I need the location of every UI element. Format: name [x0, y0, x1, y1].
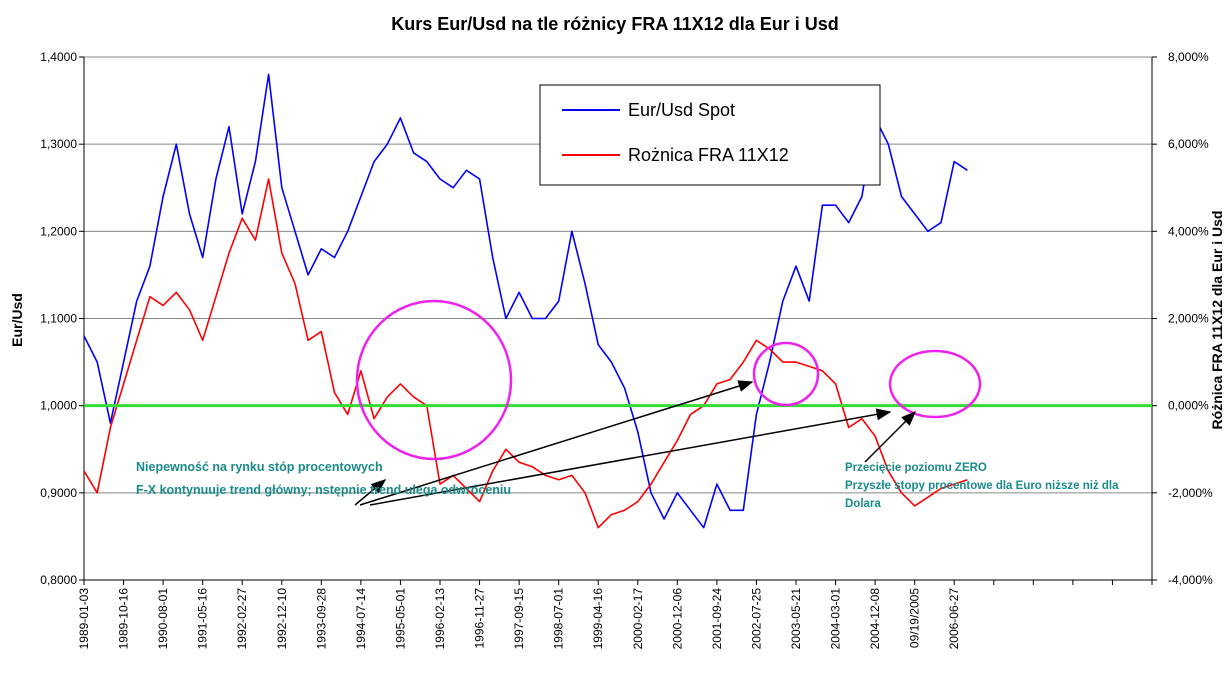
x-tick-label: 1993-09-28: [314, 588, 328, 650]
y2-tick-label: -4,000%: [1168, 573, 1213, 587]
y2-tick-label: -2,000%: [1168, 486, 1213, 500]
arrow: [864, 410, 917, 463]
legend-box: [539, 84, 881, 186]
series-line: [83, 178, 968, 529]
legend-label: Eur/Usd Spot: [628, 100, 735, 120]
x-tick-label: 1996-02-13: [433, 588, 447, 650]
highlight-circles: [355, 299, 982, 461]
x-tick-label: 1994-07-14: [354, 588, 368, 650]
series-line: [83, 73, 968, 529]
x-tick-label: 1998-07-01: [552, 588, 566, 650]
arrow: [369, 408, 892, 506]
x-tick-label: 1992-02-27: [235, 588, 249, 650]
y2-tick-label: 6,000%: [1168, 137, 1209, 151]
x-tick-label: 1995-05-01: [393, 588, 407, 650]
x-tick-label: 1990-08-01: [156, 588, 170, 650]
chart-title: Kurs Eur/Usd na tle różnicy FRA 11X12 dl…: [391, 14, 838, 34]
annotation: Dolara: [845, 498, 881, 510]
y-tick-label: 1,4000: [40, 50, 77, 64]
x-tick-label: 2003-05-21: [789, 588, 803, 650]
y-tick-label: 1,0000: [40, 399, 77, 413]
y2-tick-label: 8,000%: [1168, 50, 1209, 64]
x-tick-label: 2000-02-17: [631, 588, 645, 650]
x-tick-label: 2002-07-25: [749, 588, 763, 650]
x-tick-label: 2001-09-24: [710, 588, 724, 650]
plot-area: 0,8000 0,9000 1,0000 1,1000 1,2000 1,3000 1,40…: [40, 50, 1213, 649]
y2-tick-label: 2,000%: [1168, 312, 1209, 326]
x-tick-label: 2006-06-27: [947, 588, 961, 650]
y2-axis-label: Różnica FRA 11X12 dla Eur i Usd: [1209, 211, 1225, 430]
y-tick-label: 1,1000: [40, 312, 77, 326]
y-tick-label: 0,9000: [40, 486, 77, 500]
circle: [355, 299, 513, 461]
arrow: [359, 380, 754, 506]
y2-tick-label: 0,000%: [1168, 399, 1209, 413]
y-axis-label: Eur/Usd: [9, 293, 25, 347]
x-tick-label: 2004-03-01: [829, 588, 843, 650]
legend: Eur/Usd Spot Rożnica FRA 11X12: [539, 84, 881, 186]
annotation: F-X kontynuuje trend główny; nstępnie tr…: [136, 483, 511, 497]
arrows: [354, 380, 917, 506]
arrow: [354, 479, 387, 506]
legend-label: Rożnica FRA 11X12: [628, 145, 789, 165]
x-tick-label: 1999-04-16: [591, 588, 605, 650]
y2-tick-label: 4,000%: [1168, 224, 1209, 238]
annotation: Przecięcie poziomu ZERO: [845, 462, 987, 474]
annotation: Niepewność na rynku stóp procentowych: [136, 460, 383, 474]
x-tick-label: 1997-09-15: [512, 588, 526, 650]
x-tick-label: 1989-01-03: [77, 588, 91, 650]
x-tick-label: 09/19/2005: [908, 588, 922, 648]
x-tick-label: 1989-10-16: [117, 588, 131, 650]
x-tick-label: 2004-12-08: [868, 588, 882, 650]
x-tick-label: 1991-05-16: [196, 588, 210, 650]
annotation: Przyszłe stopy procentowe dla Euro niższ…: [845, 480, 1119, 492]
x-tick-label: 1996-11-27: [473, 588, 487, 649]
x-tick-label: 1992-12-10: [275, 588, 289, 650]
y-tick-label: 0,8000: [40, 573, 77, 587]
circle: [752, 341, 820, 407]
x-tick-label: 2000-12-06: [670, 588, 684, 650]
y-tick-label: 1,2000: [40, 224, 77, 238]
circle: [888, 349, 982, 419]
y-tick-label: 1,3000: [40, 137, 77, 151]
